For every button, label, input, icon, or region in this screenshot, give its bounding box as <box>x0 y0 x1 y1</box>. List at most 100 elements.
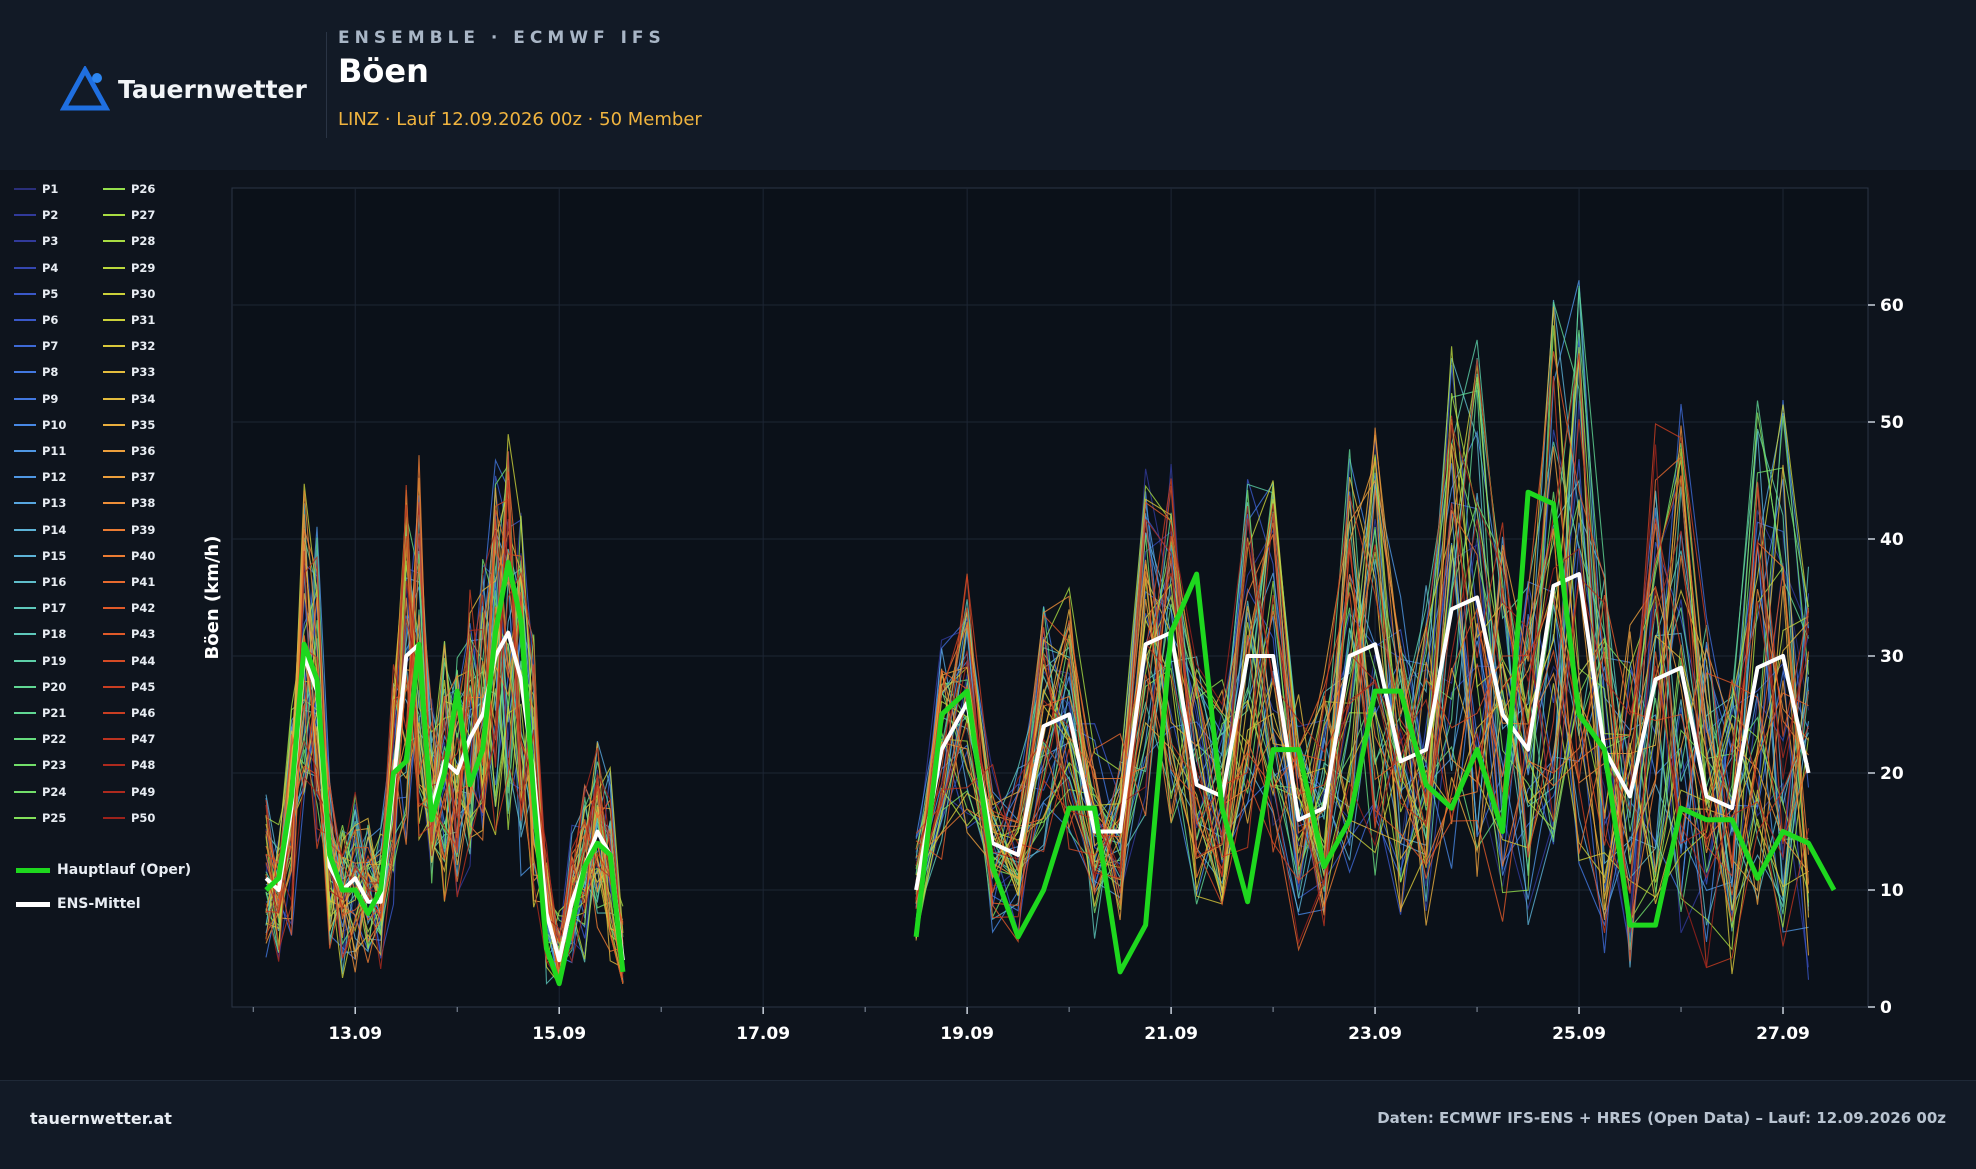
footer-site[interactable]: tauernwetter.at <box>30 1109 172 1128</box>
legend-swatch <box>14 502 36 505</box>
legend-swatch <box>16 901 50 907</box>
legend-swatch <box>14 554 36 557</box>
legend-swatch <box>103 450 125 452</box>
legend-swatch <box>14 476 36 479</box>
legend-swatch <box>103 240 125 243</box>
legend-swatch <box>103 738 125 741</box>
member-line-P45 <box>915 418 1810 888</box>
legend-label: P39 <box>131 522 156 537</box>
legend-swatch <box>14 345 36 348</box>
legend-item-p47: P47 <box>103 732 155 746</box>
legend-item-p34: P34 <box>103 392 155 406</box>
legend-item-p49: P49 <box>103 785 155 799</box>
legend-item-p33: P33 <box>103 365 155 379</box>
legend-label: P49 <box>131 784 156 799</box>
legend-swatch <box>103 633 125 636</box>
legend-item-p18: P18 <box>14 627 66 641</box>
header-eyebrow: ENSEMBLE · ECMWF IFS <box>338 28 666 48</box>
x-tick-label: 21.09 <box>1144 1024 1198 1044</box>
legend-label: P29 <box>131 260 156 275</box>
legend-item-p30: P30 <box>103 287 155 301</box>
legend-swatch <box>14 240 36 243</box>
legend-label: P20 <box>42 679 67 694</box>
legend-swatch <box>103 292 125 295</box>
legend-swatch <box>103 345 125 348</box>
legend-swatch <box>14 292 36 295</box>
chart-legend: P1 P2 P3 P4 P5 P6 P7 P8 P9 P10 P11 P12 P13 P14 P15 P16 P… <box>14 182 214 922</box>
legend-label: P6 <box>42 313 59 327</box>
legend-swatch <box>14 266 36 269</box>
member-line-P15 <box>915 357 1810 926</box>
legend-label: P33 <box>131 365 156 380</box>
legend-label: P40 <box>131 548 156 563</box>
legend-item-p42: P42 <box>103 601 155 615</box>
legend-label: P22 <box>42 732 67 747</box>
footer: tauernwetter.at Daten: ECMWF IFS-ENS + H… <box>0 1080 1976 1169</box>
x-tick-label: 13.09 <box>328 1024 382 1044</box>
legend-item-p9: P9 <box>14 392 58 406</box>
legend-label: P3 <box>42 234 59 249</box>
legend-label: P25 <box>42 810 67 825</box>
x-tick-label: 17.09 <box>736 1024 790 1044</box>
x-tick-label: 25.09 <box>1552 1024 1606 1044</box>
legend-label: P13 <box>42 496 67 511</box>
member-line-P47 <box>915 353 1810 947</box>
legend-label: P46 <box>131 706 156 720</box>
legend-label: P35 <box>131 417 156 432</box>
y-tick-label: 30 <box>1880 647 1904 667</box>
legend-swatch <box>14 371 36 374</box>
brand-logo[interactable]: Tauernwetter <box>60 66 307 112</box>
legend-swatch <box>103 764 125 767</box>
legend-label: P9 <box>42 391 59 406</box>
legend-item-p46: P46 <box>103 706 155 720</box>
legend-label: ENS-Mittel <box>57 896 141 912</box>
member-line-P22 <box>915 329 1809 923</box>
legend-swatch <box>14 790 36 793</box>
legend-item-p38: P38 <box>103 496 155 510</box>
legend-swatch <box>103 502 125 505</box>
legend-label: P5 <box>42 286 59 301</box>
legend-item-p21: P21 <box>14 706 66 720</box>
legend-label: P42 <box>131 601 156 616</box>
footer-source: Daten: ECMWF IFS-ENS + HRES (Open Data) … <box>1377 1109 1946 1127</box>
legend-swatch <box>14 450 36 452</box>
legend-item-p35: P35 <box>103 418 155 432</box>
legend-item-p4: P4 <box>14 261 58 275</box>
legend-swatch <box>14 685 36 688</box>
legend-item-p22: P22 <box>14 732 66 746</box>
legend-swatch <box>103 554 125 557</box>
member-line-P40 <box>915 509 1810 906</box>
y-tick-label: 40 <box>1880 530 1904 550</box>
member-line-P48 <box>915 518 1810 933</box>
x-tick-label: 15.09 <box>532 1024 586 1044</box>
legend-label: P31 <box>131 313 156 327</box>
legend-swatch <box>14 188 36 190</box>
legend-label: P24 <box>42 784 67 799</box>
legend-label: P34 <box>131 391 156 406</box>
legend-label: P10 <box>42 417 67 432</box>
legend-label: P43 <box>131 627 156 642</box>
legend-item-p12: P12 <box>14 470 66 484</box>
legend-label: P4 <box>42 260 59 275</box>
legend-label: P50 <box>131 810 156 825</box>
legend-item-p19: P19 <box>14 654 66 668</box>
legend-item-p39: P39 <box>103 523 155 537</box>
legend-label: P27 <box>131 208 156 223</box>
legend-item-mean: ENS-Mittel <box>16 896 141 912</box>
legend-label: P41 <box>131 575 156 589</box>
legend-swatch <box>103 476 125 479</box>
legend-swatch <box>14 397 36 400</box>
legend-item-p36: P36 <box>103 444 155 458</box>
y-tick-label: 0 <box>1880 998 1892 1018</box>
legend-item-p5: P5 <box>14 287 58 301</box>
header-divider <box>326 32 327 138</box>
legend-item-p1: P1 <box>14 182 58 196</box>
legend-item-p11: P11 <box>14 444 66 458</box>
y-tick-label: 10 <box>1880 881 1904 901</box>
legend-item-p45: P45 <box>103 680 155 694</box>
legend-label: P1 <box>42 182 59 196</box>
legend-label: P21 <box>42 706 67 720</box>
legend-swatch <box>103 685 125 688</box>
legend-label: P14 <box>42 522 67 537</box>
legend-item-p15: P15 <box>14 549 66 563</box>
